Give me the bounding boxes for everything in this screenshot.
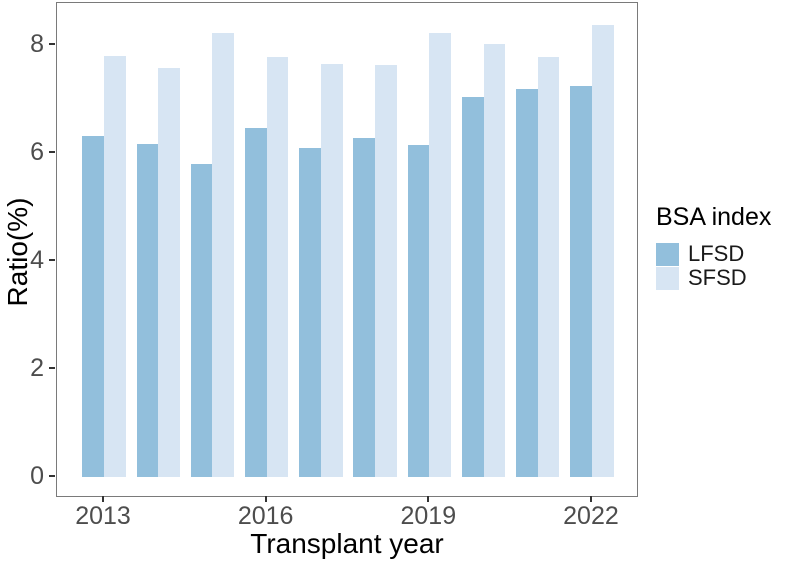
- legend-label-lfsd: LFSD: [688, 241, 745, 266]
- legend-item-lfsd: LFSD: [656, 241, 771, 266]
- plot-panel: [56, 2, 638, 497]
- legend-key-lfsd-swatch: [656, 242, 679, 266]
- bar-sfsd-2022: [591, 24, 614, 477]
- x-tick-label-2016: 2016: [237, 502, 294, 530]
- bar-lfsd-2017: [299, 148, 321, 477]
- bar-lfsd-2021: [516, 88, 538, 477]
- y-tick-mark-6: [49, 150, 55, 153]
- legend-label-sfsd: SFSD: [688, 265, 747, 290]
- x-tick-mark-2013: [102, 496, 104, 502]
- x-axis-title: Transplant year: [250, 528, 444, 559]
- bar-sfsd-2013: [104, 55, 126, 477]
- bar-sfsd-2020: [483, 44, 506, 477]
- bar-lfsd-2019: [407, 145, 430, 477]
- x-tick-mark-2016: [264, 496, 267, 502]
- y-tick-mark-4: [49, 258, 55, 261]
- bar-sfsd-2019: [429, 32, 451, 477]
- bar-sfsd-2016: [266, 56, 289, 477]
- bar-lfsd-2013: [82, 135, 104, 477]
- legend-title: BSA index: [656, 203, 772, 231]
- legend-key-sfsd-swatch: [656, 266, 679, 290]
- y-tick-label-6: 6: [30, 137, 44, 166]
- bar-sfsd-2021: [537, 57, 560, 477]
- y-tick-label-0: 0: [30, 461, 44, 490]
- y-tick-label-2: 2: [30, 353, 44, 382]
- y-tick-label-8: 8: [30, 29, 44, 58]
- bar-lfsd-2018: [353, 137, 376, 477]
- x-tick-label-2022: 2022: [563, 502, 619, 530]
- bar-lfsd-2014: [136, 144, 159, 477]
- bar-lfsd-2020: [461, 97, 484, 477]
- bar-lfsd-2015: [190, 163, 213, 477]
- bar-lfsd-2016: [244, 127, 267, 477]
- bar-lfsd-2022: [570, 85, 592, 477]
- legend: BSA index LFSD SFSD: [656, 203, 771, 290]
- y-axis-title: Ratio(%): [2, 197, 33, 307]
- y-tick-label-4: 4: [30, 245, 44, 274]
- x-tick-mark-2019: [427, 496, 430, 502]
- y-tick-mark-2: [49, 366, 55, 369]
- x-tick-label-2019: 2019: [400, 502, 457, 530]
- bar-sfsd-2015: [212, 32, 235, 477]
- y-tick-mark-0: [49, 474, 55, 477]
- bar-sfsd-2017: [320, 63, 343, 477]
- legend-item-sfsd: SFSD: [656, 265, 771, 290]
- y-tick-mark-8: [49, 42, 55, 45]
- x-tick-label-2013: 2013: [75, 502, 131, 530]
- bar-sfsd-2018: [375, 65, 397, 477]
- bar-sfsd-2014: [158, 67, 180, 477]
- x-tick-mark-2022: [589, 496, 592, 502]
